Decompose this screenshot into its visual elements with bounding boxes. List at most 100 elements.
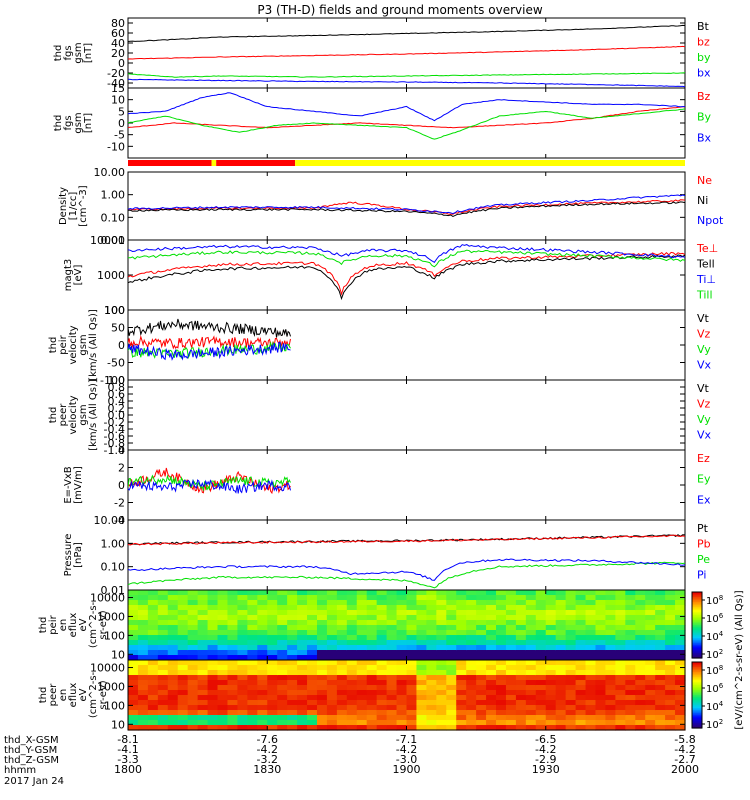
peir-pixel: [575, 595, 587, 601]
peir-pixel: [326, 650, 338, 656]
peer-pixel: [277, 680, 288, 686]
peir-pixel: [227, 645, 239, 651]
peir-pixel: [376, 600, 388, 606]
colorbar-tick-label: 108: [706, 664, 723, 677]
peer-pixel: [466, 725, 477, 731]
peer-pixel: [267, 710, 278, 716]
colorbar-cell: [692, 595, 702, 598]
peer-pixel: [675, 680, 686, 686]
peir-pixel: [416, 640, 427, 646]
peer-pixel: [446, 715, 457, 721]
peir-pixel: [396, 650, 408, 656]
peer-pixel: [595, 685, 607, 691]
peer-pixel: [505, 715, 517, 721]
peir-pixel: [257, 625, 268, 631]
peer-pixel: [655, 675, 666, 681]
y-axis-label-line: en: [58, 619, 69, 632]
peer-pixel: [635, 725, 646, 731]
peer-pixel: [575, 685, 587, 691]
peir-pixel: [316, 600, 328, 606]
peer-pixel: [476, 675, 487, 681]
peir-pixel: [555, 640, 567, 646]
y-tick-label: 10000: [90, 234, 125, 247]
peir-pixel: [426, 595, 437, 601]
y-tick-label: 60: [111, 27, 125, 40]
peer-pixel: [406, 715, 418, 721]
peir-pixel: [585, 615, 597, 621]
peir-pixel: [655, 635, 666, 641]
peer-pixel: [386, 685, 398, 691]
y-axis-label-line: Density: [58, 187, 69, 225]
peer-pixel: [356, 720, 368, 726]
colorbar-tick-label: 108: [706, 594, 723, 607]
x-row-value: -4.2: [396, 743, 417, 756]
peir-pixel: [177, 630, 189, 636]
y-tick-label: 10000: [90, 662, 125, 675]
peer-pixel: [545, 710, 557, 716]
peer-pixel: [675, 720, 686, 726]
peir-pixel: [128, 645, 139, 651]
peir-pixel: [346, 655, 358, 661]
peer-pixel: [167, 665, 179, 671]
peir-pixel: [207, 635, 219, 641]
peer-pixel: [555, 725, 567, 731]
peir-pixel: [227, 605, 239, 611]
peir-pixel: [227, 595, 239, 601]
peer-pixel: [605, 700, 616, 706]
peer-pixel: [187, 685, 199, 691]
peir-pixel: [655, 600, 666, 606]
peir-pixel: [128, 620, 139, 626]
peir-pixel: [535, 635, 547, 641]
peir-pixel: [515, 600, 527, 606]
colorbar-tick-label: 102: [706, 718, 723, 731]
peir-pixel: [665, 595, 676, 601]
x-row-value: -4.2: [257, 743, 278, 756]
peer-pixel: [615, 705, 626, 711]
peir-pixel: [257, 595, 268, 601]
legend-label: Ey: [697, 473, 711, 486]
peer-pixel: [326, 675, 338, 681]
peer-pixel: [177, 690, 189, 696]
peir-pixel: [137, 635, 149, 641]
peer-pixel: [237, 710, 248, 716]
peir-pixel: [665, 600, 676, 606]
peer-pixel: [147, 720, 159, 726]
peir-pixel: [436, 610, 447, 616]
peer-pixel: [665, 680, 676, 686]
x-row-name: thd_X-GSM: [4, 735, 59, 746]
y-axis-label: thd fgs gsm [nT]: [53, 42, 94, 63]
peer-pixel: [137, 690, 149, 696]
peir-pixel: [615, 630, 626, 636]
peir-pixel: [625, 635, 636, 641]
peir-pixel: [595, 590, 607, 596]
peer-pixel: [635, 675, 646, 681]
peir-pixel: [456, 605, 467, 611]
peir-pixel: [147, 610, 159, 616]
peir-pixel: [466, 610, 477, 616]
peer-pixel: [197, 675, 209, 681]
peir-pixel: [267, 600, 278, 606]
y-tick-label: 100: [104, 304, 125, 317]
peir-pixel: [366, 655, 378, 661]
peer-pixel: [316, 725, 328, 731]
peer-pixel: [287, 670, 298, 676]
peir-pixel: [575, 615, 587, 621]
peir-pixel: [535, 650, 547, 656]
peir-pixel: [366, 615, 378, 621]
peir-pixel: [406, 625, 418, 631]
peir-pixel: [386, 640, 398, 646]
mode-bar-segment: [216, 160, 296, 166]
peer-pixel: [515, 695, 527, 701]
peer-pixel: [346, 690, 358, 696]
peer-pixel: [635, 700, 646, 706]
peir-pixel: [555, 590, 567, 596]
colorbar-tick-exponent: 4: [719, 700, 724, 708]
y-tick-label: 0: [118, 57, 125, 70]
peir-pixel: [237, 635, 248, 641]
peer-pixel: [316, 675, 328, 681]
peir-pixel: [187, 590, 199, 596]
peir-pixel: [157, 600, 169, 606]
peer-pixel: [237, 680, 248, 686]
peir-pixel: [366, 625, 378, 631]
